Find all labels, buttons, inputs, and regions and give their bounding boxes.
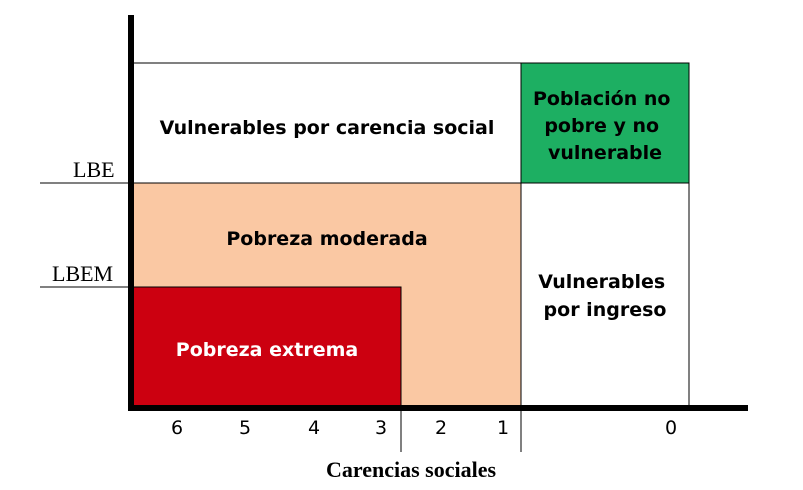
x-tick-1: 1	[497, 417, 509, 439]
x-tick-6: 6	[171, 417, 183, 439]
label-vulnerable-income: Vulnerables por ingreso	[538, 271, 672, 321]
x-tick-5: 5	[239, 417, 251, 439]
label-non-poor: Población no pobre y no vulnerable	[533, 88, 677, 164]
x-tick-4: 4	[308, 417, 320, 439]
y-label-lbe: LBE	[73, 157, 115, 182]
x-axis-label: Carencias sociales	[326, 457, 497, 482]
region-vulnerable-income	[520, 182, 690, 409]
label-moderate-poverty: Pobreza moderada	[226, 228, 427, 250]
x-tick-2: 2	[435, 417, 447, 439]
label-vulnerable-social: Vulnerables por carencia social	[160, 117, 495, 139]
x-tick-3: 3	[375, 417, 387, 439]
label-extreme-poverty: Pobreza extrema	[176, 339, 358, 361]
region-non-poor	[520, 62, 690, 184]
x-tick-0: 0	[665, 417, 677, 439]
region-extreme-poverty	[130, 286, 402, 409]
region-vulnerable-social	[130, 62, 522, 184]
y-label-lbem: LBEM	[52, 261, 113, 286]
